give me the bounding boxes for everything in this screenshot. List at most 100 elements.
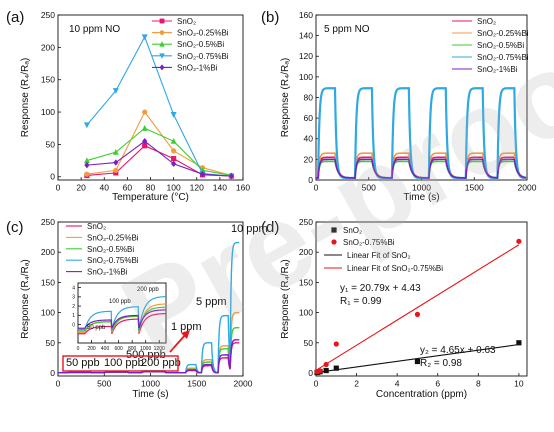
y-tick-label: 20 <box>304 154 314 164</box>
data-point <box>516 238 522 244</box>
x-tick-label: 400 <box>101 346 110 352</box>
y-tick-label: 120 <box>299 51 313 61</box>
x-tick-label: 600 <box>114 346 123 352</box>
series-line <box>316 152 527 179</box>
data-point <box>113 159 119 166</box>
data-point <box>414 358 421 365</box>
data-point <box>113 167 119 173</box>
inset-series-line <box>78 296 167 331</box>
legend-marker <box>159 53 165 59</box>
r-value-2: R₂ = 0.98 <box>420 358 462 369</box>
x-tick-label: 2000 <box>234 379 253 389</box>
y-tick-label: 0 <box>50 368 55 378</box>
x-tick-label: 6 <box>435 379 440 389</box>
data-point <box>516 340 522 346</box>
data-point <box>323 367 329 374</box>
conc-label-5ppm: 5 ppm <box>196 296 227 308</box>
data-point <box>112 88 119 94</box>
highlight-arrowhead <box>181 330 190 339</box>
panel-d-legend: SnO₂ SnO₂-0.75%Bi Linear Fit of SnO₂ Linear… <box>324 226 443 273</box>
y-tick-label: 100 <box>299 308 313 318</box>
panel-a-legend: SnO₂ SnO₂-0.25%Bi SnO₂-0.5%Bi SnO₂-0.75%Bi S… <box>152 17 229 72</box>
y-tick-label: 200 <box>299 247 313 257</box>
y-tick-label: 60 <box>304 113 314 123</box>
data-point <box>142 109 148 115</box>
x-tick-label: 4 <box>395 379 400 389</box>
panel-c-inset-axes: 0 200 400 600 800 1000 1200 0 1 2 3 4 <box>72 282 167 352</box>
y-tick-label: 4 <box>72 285 75 291</box>
x-tick-label: 1000 <box>141 379 160 389</box>
series-line <box>58 339 240 374</box>
x-tick-label: 120 <box>190 183 204 193</box>
x-tick-label: 2 <box>354 379 359 389</box>
conc-label-100ppb: 100 ppb <box>104 357 144 369</box>
panel-d-ylabel: Response (R₄/Rₐ) <box>280 259 291 339</box>
data-point <box>83 157 90 164</box>
panel-b-legend: SnO₂ SnO₂-0.25%Bi SnO₂-0.5%Bi SnO₂-0.75%Bi S… <box>452 17 529 74</box>
y-tick-label: 150 <box>41 75 55 85</box>
y-tick-label: 100 <box>299 72 313 82</box>
series-line <box>316 158 527 179</box>
y-tick-label: 0 <box>72 322 75 328</box>
legend-label: SnO₂-0.25%Bi <box>477 29 529 38</box>
legend-label: SnO₂-0.25%Bi <box>87 233 139 242</box>
conc-label-200ppb: 200 ppb <box>141 357 181 369</box>
legend-marker <box>331 227 337 233</box>
data-point <box>317 368 323 374</box>
y-tick-label: 100 <box>41 107 55 117</box>
x-tick-label: 80 <box>146 183 156 193</box>
conc-label-500ppb: 500 ppb <box>126 349 166 361</box>
data-point <box>333 365 339 371</box>
series-line <box>316 160 527 179</box>
legend-label: SnO₂-1%Bi <box>477 65 518 74</box>
figure-canvas: 0 20 40 60 80 100 120 140 160050100150200250(a)1… <box>6 9 537 400</box>
legend-label: SnO₂ <box>177 17 196 26</box>
legend-label: SnO₂-0.5%Bi <box>87 245 134 254</box>
legend-label: SnO₂-1%Bi <box>87 268 128 277</box>
x-tick-label: 60 <box>123 183 133 193</box>
x-tick-label: 1000 <box>140 346 151 352</box>
data-point <box>170 137 177 144</box>
legend-label: SnO₂-0.25%Bi <box>177 29 229 38</box>
inset-series-line <box>78 306 167 332</box>
series-line <box>316 87 526 180</box>
x-tick-label: 10 <box>514 379 524 389</box>
legend-marker <box>331 239 337 245</box>
data-point <box>112 148 119 155</box>
y-tick-label: 200 <box>41 42 55 52</box>
data-point <box>414 311 421 317</box>
series-line <box>86 140 232 177</box>
y-tick-label: 250 <box>41 217 55 227</box>
y-tick-label: 0 <box>308 368 313 378</box>
x-tick-label: 500 <box>362 183 376 193</box>
y-tick-label: 150 <box>299 277 313 287</box>
panel-b-label: (b) <box>261 9 279 26</box>
y-tick-label: 3 <box>72 295 75 301</box>
series-line <box>316 156 527 179</box>
panel-b-xlabel: Time (s) <box>403 192 439 203</box>
inset-label-50ppb: 50 ppb <box>87 325 106 331</box>
x-tick-label: 20 <box>76 183 86 193</box>
legend-label: SnO₂ <box>477 17 496 26</box>
y-tick-label: 40 <box>304 134 314 144</box>
panel-c-ylabel: Response (R₄/Rₐ) <box>20 259 31 339</box>
legend-marker <box>159 41 165 47</box>
legend-label: SnO₂-0.5%Bi <box>477 41 524 50</box>
panel-c-label: (c) <box>6 219 24 236</box>
data-point <box>141 125 148 131</box>
data-point <box>171 156 177 162</box>
panel-a-axes: 0 20 40 60 80 100 120 140 160 0 50 100 150 200 250 <box>41 10 251 193</box>
x-tick-label: 0 <box>56 379 61 389</box>
legend-marker <box>159 30 165 35</box>
y-tick-label: 50 <box>304 338 314 348</box>
x-tick-label: 40 <box>100 183 110 193</box>
x-tick-label: 100 <box>167 183 181 193</box>
panel-a-annotation: 10 ppm NO <box>69 24 120 35</box>
data-point <box>142 137 148 145</box>
x-tick-label: 800 <box>128 346 137 352</box>
y-tick-label: 250 <box>41 10 55 20</box>
equation-2: y₂ = 4.65x + 0.63 <box>420 345 496 356</box>
inset-series-line <box>78 309 167 329</box>
panel-c-xlabel: Time (s) <box>132 389 168 400</box>
